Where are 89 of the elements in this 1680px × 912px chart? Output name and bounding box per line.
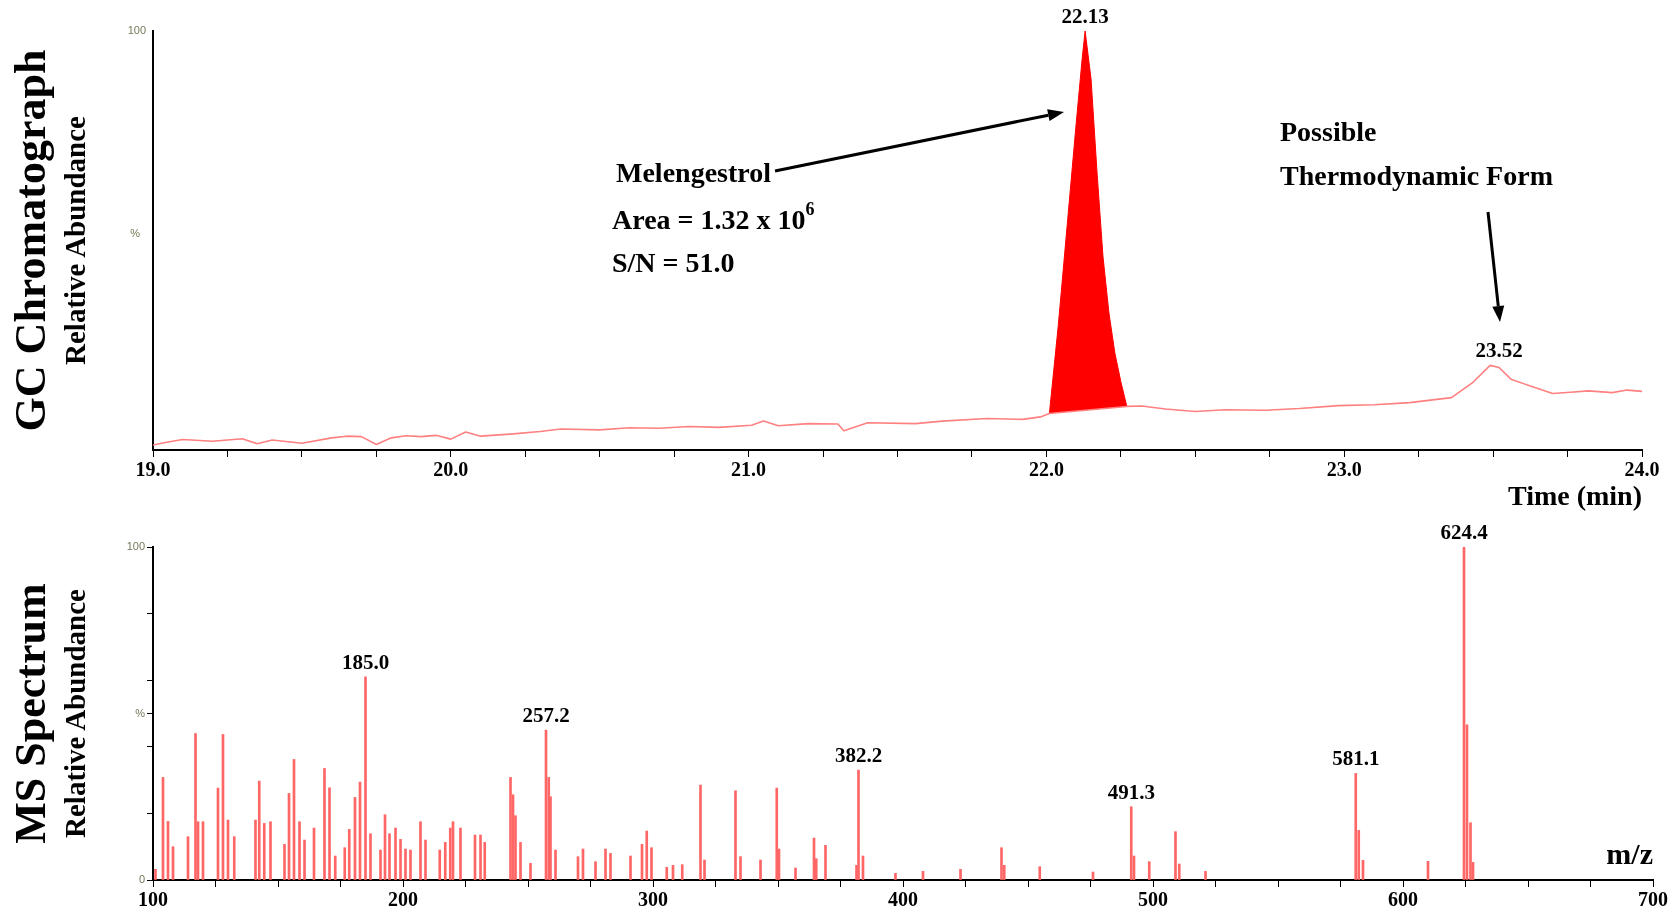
bar [959, 869, 962, 880]
x-tick-label: 23.0 [1326, 458, 1362, 481]
bar [257, 780, 261, 880]
bar [333, 855, 337, 880]
bar [609, 853, 612, 880]
y-tick-label: 100 [126, 540, 145, 553]
bar [1174, 831, 1177, 880]
bar [824, 845, 827, 880]
x-tick-label: 500 [1138, 888, 1168, 911]
bar [604, 848, 607, 880]
bar [369, 833, 372, 880]
annotation: Melengestrol [616, 157, 772, 189]
bar [759, 859, 762, 880]
bar [438, 849, 442, 880]
annotation: 22.13 [1061, 4, 1109, 28]
x-axis-title: Time (min) [1507, 480, 1642, 512]
bar [347, 829, 351, 880]
bar [303, 839, 306, 880]
bar [794, 867, 797, 880]
x-tick-label: 20.0 [433, 458, 469, 481]
bar [154, 869, 157, 880]
y-axis-title: Relative Abundance [58, 588, 91, 838]
bar [1147, 861, 1151, 880]
x-tick-label: 400 [888, 888, 918, 911]
x-tick-label: 200 [388, 888, 418, 911]
bar [194, 733, 197, 880]
bar [775, 787, 779, 880]
bar [424, 839, 427, 880]
bar [1354, 773, 1358, 880]
bar [399, 839, 402, 880]
bar [283, 844, 286, 880]
bar [419, 821, 422, 880]
annotation: 624.4 [1440, 520, 1489, 544]
bar [262, 823, 266, 880]
bar [298, 821, 301, 880]
annotation: 23.52 [1475, 338, 1523, 363]
bar [269, 821, 272, 880]
bar [379, 849, 382, 880]
text: MS Spectrum [6, 583, 56, 844]
bar [699, 784, 702, 880]
x-tick-label: 700 [1638, 888, 1668, 911]
bar [554, 849, 557, 880]
bar [529, 863, 532, 880]
x-tick-label: 22.0 [1028, 458, 1064, 481]
bar [894, 873, 897, 880]
annotation: 257.2 [522, 703, 570, 728]
bar [645, 830, 649, 880]
annotation: 491.3 [1107, 779, 1155, 804]
y-tick-label: 0 [138, 873, 145, 886]
bar [734, 790, 737, 880]
x-axis-title: m/z [1606, 837, 1653, 870]
bar [394, 827, 397, 880]
bar [364, 676, 367, 880]
bar [404, 848, 407, 880]
x-tick-label: 19.0 [135, 458, 171, 481]
bar [665, 867, 669, 880]
bar [1038, 866, 1042, 880]
bar [1129, 806, 1133, 880]
x-tick-label: 300 [638, 888, 668, 911]
bar [459, 827, 462, 880]
bar [519, 842, 522, 880]
bar [443, 842, 447, 880]
bar [857, 769, 860, 880]
annotation: 382.2 [834, 743, 883, 768]
annotation: 185.0 [341, 649, 390, 674]
bar [323, 768, 326, 880]
x-tick-label: 21.0 [731, 458, 767, 481]
y-tick-label: % [135, 706, 146, 719]
bar [1204, 871, 1207, 880]
bar [509, 777, 512, 880]
bar [594, 861, 597, 880]
x-tick-label: 600 [1388, 888, 1418, 911]
x-tick-label: 24.0 [1624, 458, 1660, 481]
annotation: S/N = 51.0 [612, 247, 735, 279]
bar [232, 836, 236, 880]
bar [328, 787, 331, 880]
bar [739, 856, 742, 880]
bar [343, 847, 347, 880]
bar [680, 864, 684, 880]
bar [479, 834, 482, 880]
bar [629, 855, 632, 880]
text: GC Chromatograph [6, 49, 56, 432]
annotation: Possible Thermodynamic Form [1280, 116, 1553, 192]
bar [388, 833, 391, 880]
annotation: 581.1 [1332, 746, 1380, 771]
bar [1000, 847, 1003, 880]
y-axis-title: Relative Abundance [58, 115, 91, 365]
bar [409, 849, 412, 880]
bar [650, 847, 653, 880]
